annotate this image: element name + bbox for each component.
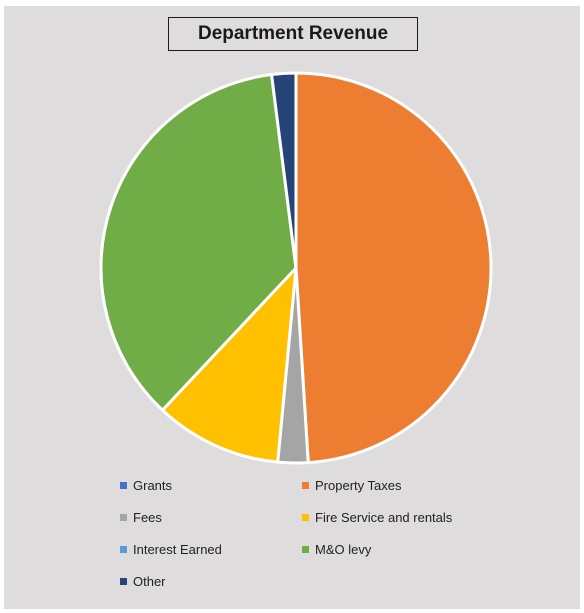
pie-slice-property-taxes [294, 71, 493, 465]
legend-swatch [120, 482, 127, 489]
legend-label: Interest Earned [133, 542, 222, 557]
legend-label: Other [133, 574, 166, 589]
legend-label: Grants [133, 478, 173, 493]
pie-slice-fire-service-and-rentals [161, 266, 298, 464]
pie-slice-m-o-levy [99, 73, 298, 412]
legend-swatch [302, 514, 309, 521]
legend-item: Grants [120, 478, 172, 493]
legend-swatch [302, 482, 309, 489]
legend-item: Fees [120, 510, 162, 525]
chart-title: Department Revenue [168, 17, 418, 51]
legend-label: Property Taxes [315, 478, 402, 493]
legend-item: Interest Earned [120, 542, 222, 557]
legend-swatch [120, 514, 127, 521]
legend-label: Fire Service and rentals [315, 510, 453, 525]
pie-slice-other [270, 71, 298, 270]
legend-swatch [120, 578, 127, 585]
legend-item: Fire Service and rentals [302, 510, 452, 525]
legend-label: Fees [133, 510, 162, 525]
legend-swatch [302, 546, 309, 553]
legend-item: Property Taxes [302, 478, 401, 493]
legend-label: M&O levy [315, 542, 372, 557]
legend-item: M&O levy [302, 542, 371, 557]
legend-swatch [120, 546, 127, 553]
legend-item: Other [120, 574, 166, 589]
